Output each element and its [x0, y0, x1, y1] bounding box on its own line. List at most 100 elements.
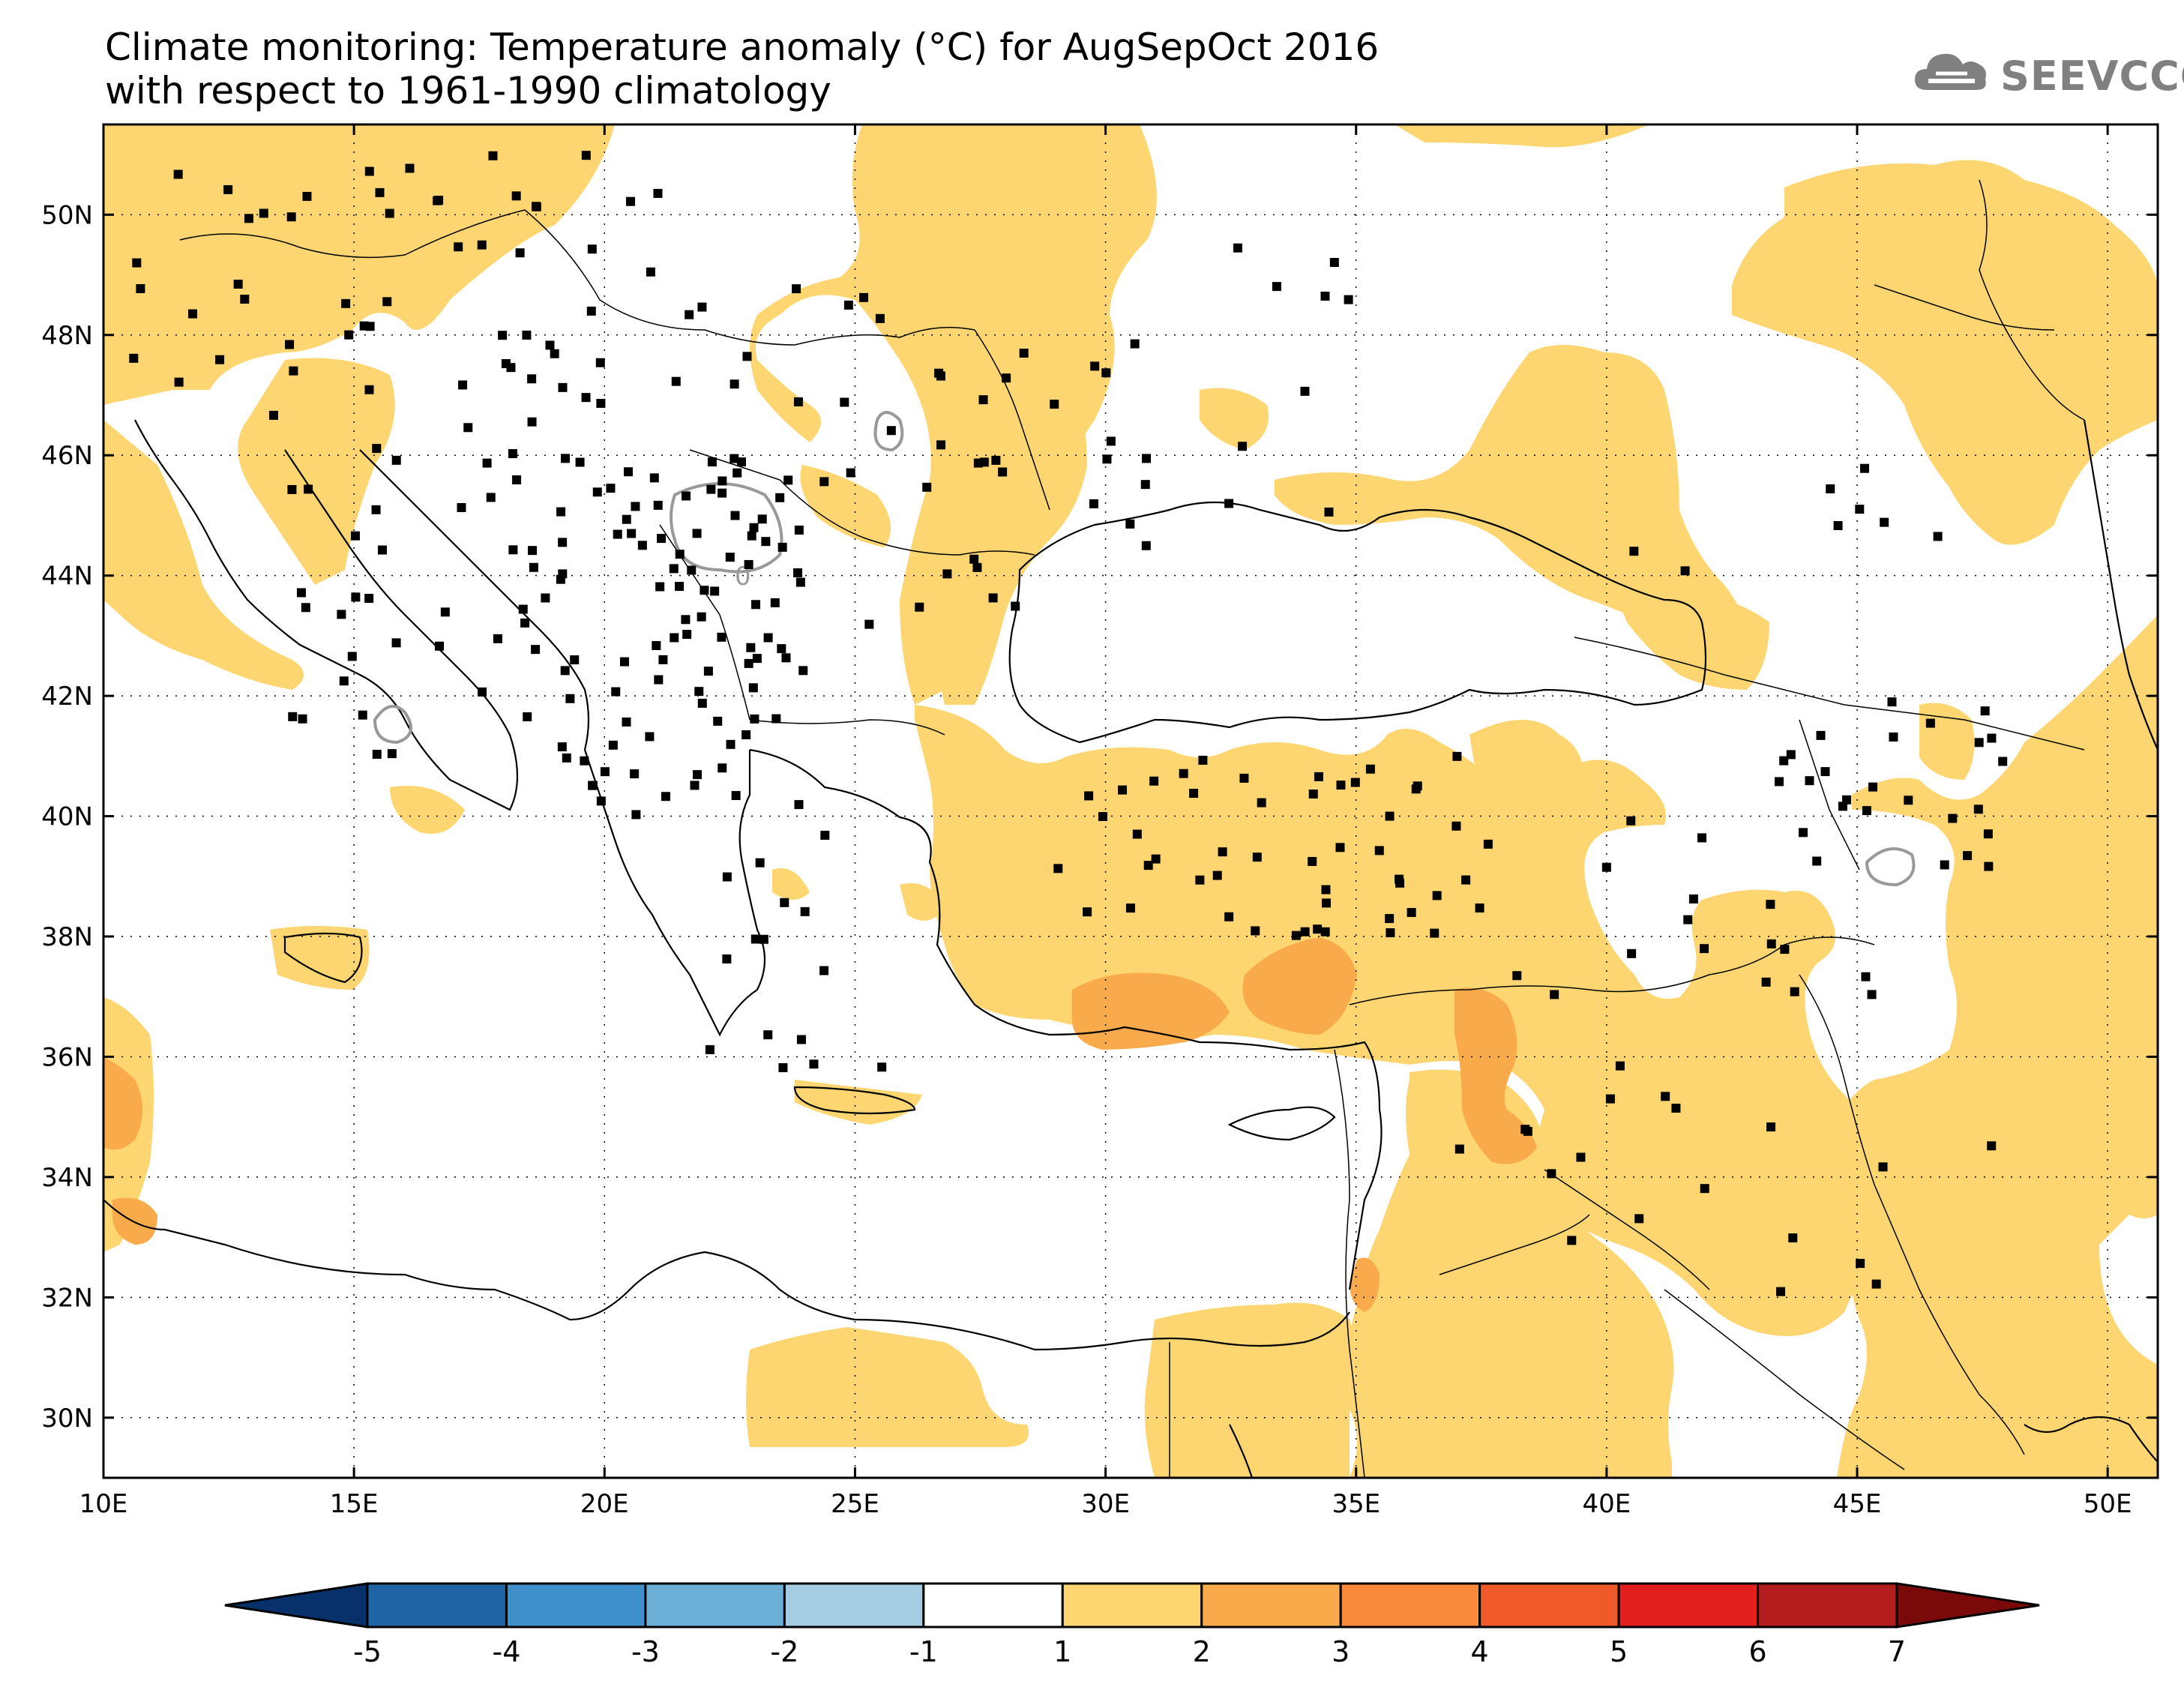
border-line-5 — [689, 449, 1035, 556]
station-marker — [1251, 926, 1260, 936]
station-marker — [1198, 755, 1208, 765]
station-marker — [840, 397, 849, 407]
station-marker — [697, 612, 706, 622]
station-marker — [732, 468, 742, 478]
station-marker — [387, 749, 397, 759]
station-marker — [1386, 928, 1395, 938]
logo-text: SEEVCCC — [2000, 52, 2184, 100]
station-marker — [1523, 1126, 1532, 1136]
station-marker — [596, 398, 606, 408]
station-marker — [942, 569, 952, 579]
station-marker — [1130, 339, 1140, 349]
station-marker — [649, 473, 659, 483]
station-marker — [1314, 772, 1323, 781]
region-moldova-romania-east — [922, 300, 1087, 705]
station-marker — [646, 267, 655, 277]
station-marker — [1889, 732, 1898, 742]
station-marker — [781, 653, 791, 663]
map-title: Climate monitoring: Temperature anomaly … — [105, 25, 1379, 112]
station-marker — [1776, 1287, 1786, 1296]
station-marker — [440, 607, 450, 617]
lat-tick-label: 44N — [41, 562, 93, 592]
station-marker — [729, 379, 739, 389]
station-marker — [132, 258, 142, 268]
station-marker — [351, 592, 361, 602]
station-marker — [998, 467, 1008, 477]
station-marker — [1871, 1279, 1881, 1289]
station-marker — [296, 588, 306, 598]
station-marker — [575, 457, 585, 467]
station-marker — [391, 455, 401, 465]
lat-tick-label: 50N — [41, 200, 93, 230]
station-marker — [301, 603, 310, 613]
station-marker — [619, 657, 629, 667]
station-marker — [653, 188, 663, 198]
station-marker — [1019, 348, 1029, 358]
station-marker — [1374, 846, 1384, 855]
station-marker — [550, 349, 559, 358]
zero-contour-romania-2 — [670, 482, 783, 574]
station-marker — [819, 966, 829, 975]
region-caspian-north — [1732, 160, 2158, 545]
colorbar-label: 5 — [1610, 1635, 1628, 1668]
station-marker — [1475, 903, 1484, 913]
station-marker — [1766, 1122, 1775, 1132]
station-marker — [748, 683, 758, 693]
adriatic-east-coast — [359, 449, 590, 751]
station-marker — [359, 321, 369, 331]
station-marker — [750, 934, 760, 944]
station-marker — [588, 781, 598, 790]
station-marker — [240, 294, 250, 304]
station-marker — [1106, 436, 1116, 446]
station-marker — [661, 792, 670, 802]
title-line-2: with respect to 1961-1990 climatology — [105, 69, 831, 112]
station-marker — [506, 363, 516, 373]
station-marker — [637, 541, 647, 550]
station-marker — [1218, 847, 1227, 857]
station-marker — [1788, 1233, 1798, 1243]
colorbar-label: 4 — [1471, 1635, 1489, 1668]
station-marker — [1149, 776, 1159, 786]
station-marker — [1308, 790, 1318, 799]
station-marker — [372, 444, 382, 454]
north-africa-coast — [103, 1199, 1350, 1351]
region-central-europe — [103, 124, 615, 405]
station-marker — [922, 482, 932, 492]
station-marker — [736, 457, 746, 467]
station-marker — [187, 309, 197, 319]
station-marker — [493, 634, 502, 643]
station-marker — [586, 306, 596, 316]
station-marker — [1324, 507, 1334, 517]
station-marker — [771, 714, 781, 724]
station-marker — [655, 582, 665, 592]
station-marker — [1224, 499, 1234, 508]
station-marker — [1547, 1169, 1556, 1179]
station-marker — [682, 491, 691, 501]
station-marker — [570, 655, 580, 665]
colorbar-box — [783, 1582, 925, 1629]
station-marker — [670, 633, 679, 643]
station-marker — [864, 619, 874, 629]
station-marker — [1350, 778, 1360, 787]
station-marker — [1308, 856, 1317, 866]
lat-tick-label: 38N — [41, 922, 93, 952]
station-marker — [631, 810, 641, 820]
station-marker — [1239, 773, 1249, 783]
station-marker — [1868, 782, 1878, 792]
colorbar-box — [366, 1582, 508, 1629]
station-marker — [731, 791, 741, 801]
station-marker — [757, 514, 767, 524]
station-marker — [498, 331, 508, 340]
border-line-4 — [974, 329, 1050, 511]
station-marker — [777, 644, 786, 654]
station-marker — [692, 529, 702, 538]
station-marker — [687, 565, 697, 575]
station-marker — [1252, 852, 1262, 862]
station-marker — [1862, 806, 1871, 816]
station-marker — [587, 244, 597, 254]
station-marker — [1812, 856, 1822, 866]
map-plot-area: 0 — [103, 124, 2158, 1478]
station-marker — [1089, 499, 1098, 508]
station-marker — [1627, 948, 1637, 958]
station-marker — [244, 214, 253, 223]
